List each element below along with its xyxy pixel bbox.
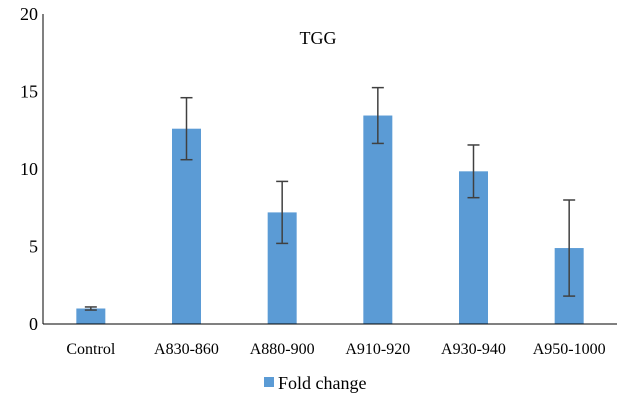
x-axis: Control A830-860 A880-900 A910-920 A930-940 A… [43,323,617,358]
y-tick-label: 15 [20,82,38,102]
y-tick-label: 5 [29,237,38,257]
x-tick-label: A830-860 [154,341,219,358]
y-tick-label: 20 [20,4,38,24]
x-tick-label: A930-940 [441,341,506,358]
x-tick-label: A910-920 [345,341,410,358]
bar [76,308,106,324]
bars [76,115,584,325]
x-tick-label: A950-1000 [533,341,606,358]
x-tick-label: Control [66,341,115,358]
error-bars [84,86,576,311]
legend-swatch [264,377,274,387]
y-tick-label: 10 [20,159,38,179]
chart-title: TGG [300,28,337,48]
bar [363,115,393,325]
bar [172,128,201,324]
legend: Fold change [264,373,366,393]
y-axis: 0 5 10 15 20 [20,4,44,334]
x-tick-label: A880-900 [250,341,315,358]
legend-label: Fold change [278,373,366,393]
y-tick-label: 0 [29,314,38,334]
